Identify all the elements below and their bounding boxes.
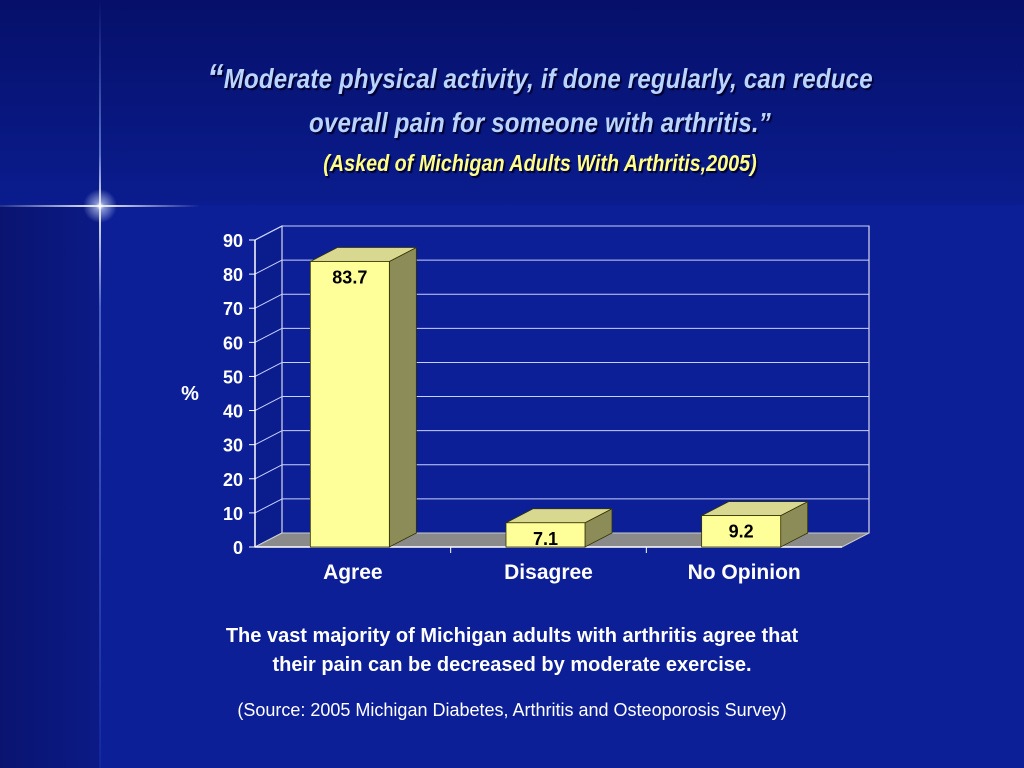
slide-subtitle: (Asked of Michigan Adults With Arthritis… [323,150,757,176]
y-tick-label: 30 [223,436,243,456]
y-tick-label: 80 [223,265,243,285]
category-label: Agree [323,561,383,584]
y-tick-label: 50 [223,367,243,387]
data-label: 83.7 [332,267,367,287]
caption-line-2: their pain can be decreased by moderate … [272,654,752,676]
y-tick-label: 60 [223,333,243,353]
source-note: (Source: 2005 Michigan Diabetes, Arthrit… [237,700,787,720]
y-tick-label: 90 [223,231,243,251]
category-label: Disagree [504,561,593,584]
y-tick-label: 40 [223,402,243,422]
category-label: No Opinion [688,561,801,584]
decorative-vertical-line [99,0,101,768]
gridline-side [254,430,283,446]
slide-caption: The vast majority of Michigan adults wit… [110,622,914,680]
data-label: 7.1 [533,529,558,549]
bar-disagree [505,522,586,548]
background-top-band [0,0,1024,205]
y-tick-label: 0 [233,538,243,558]
gridline-side [254,362,283,377]
title-line-2: overall pain for someone with arthritis.… [308,107,771,138]
bar-side [388,246,417,548]
y-axis-label: % [181,383,199,405]
bar-no-opinion [701,515,782,548]
gridline-side [254,327,283,343]
title-line-1: Moderate physical activity, if done regu… [223,63,873,94]
data-label: 9.2 [729,522,754,542]
gridline-side [254,259,283,275]
gridline-side [254,498,283,514]
gridline-side [254,396,283,411]
plot-side-wall [254,225,283,548]
y-tick-label: 20 [223,470,243,490]
bar-agree [309,261,390,548]
gridline-side [254,464,283,480]
y-tick-label: 10 [223,504,243,524]
gridline-side [254,293,283,309]
y-tick-label: 70 [223,299,243,319]
title-open-quote: “ [207,57,224,99]
slide-title: “Moderate physical activity, if done reg… [179,56,901,145]
sparkle-icon [80,186,120,226]
gridline-side [254,225,283,241]
background-left-strip [0,205,100,768]
caption-line-1: The vast majority of Michigan adults wit… [225,625,799,647]
